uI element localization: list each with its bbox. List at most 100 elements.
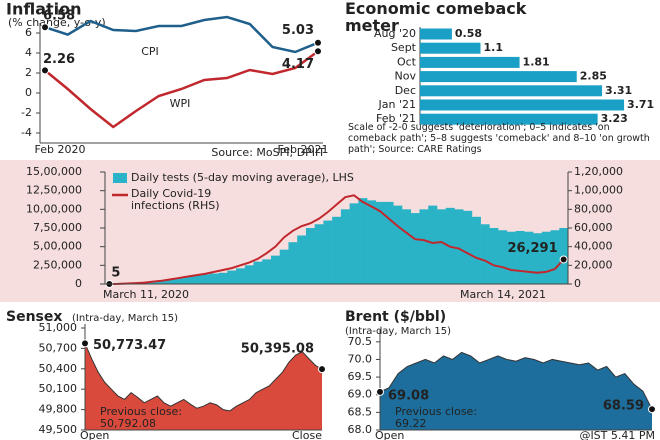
bar (420, 71, 577, 83)
y-tick-label: 49,500 (39, 423, 78, 436)
category-label: Feb '21 (376, 112, 416, 125)
legend-swatch (113, 173, 127, 183)
bar (471, 216, 481, 284)
bar (384, 201, 394, 284)
line (44, 50, 319, 129)
line (379, 351, 653, 410)
bar (166, 279, 176, 284)
legend-label: Daily tests (5-day moving average), LHS (131, 171, 354, 184)
bar (367, 200, 377, 284)
bar (314, 224, 324, 284)
chart-title: Brent ($/bbl) (345, 309, 446, 325)
bar (358, 198, 368, 284)
end-point (559, 255, 568, 264)
y-tick-label: 70.0 (348, 352, 373, 365)
value-label: 5 (111, 265, 120, 280)
y-tick-label: 5,00,000 (33, 240, 82, 253)
annotation: Previous close: (395, 405, 477, 418)
y-tick-label: 70.5 (348, 335, 373, 348)
annotation: 69.22 (395, 417, 427, 430)
bar (262, 259, 272, 284)
y-tick-label: 69.5 (348, 370, 373, 383)
bar (541, 231, 551, 284)
source: Source: MoSPI; DPIIT (211, 146, 325, 159)
category-label: Nov (395, 70, 417, 83)
bar (420, 42, 481, 54)
end-point (41, 66, 49, 75)
y-tick-label: 0 (574, 277, 581, 290)
y-tick-label: 68.0 (348, 423, 373, 436)
y-tick-label: 80,000 (574, 202, 613, 215)
end-point (648, 405, 656, 414)
bar (323, 220, 333, 284)
value-label: 69.08 (388, 388, 429, 403)
note: Scale of -2-0 suggests 'deterioration'; … (348, 122, 650, 155)
chart-title: Inflation (6, 0, 82, 19)
value-label: 50,773.47 (93, 338, 166, 353)
x-tick-label: Open (80, 429, 109, 440)
area (380, 352, 652, 430)
y-tick-label: 50,100 (39, 382, 78, 395)
end-point (318, 365, 326, 374)
bar (463, 210, 473, 284)
category-label: Sept (391, 41, 417, 54)
line (44, 15, 319, 54)
bar (297, 235, 307, 284)
bar (428, 205, 438, 284)
annotation: Previous close: (100, 405, 182, 418)
timestamp-note: @IST 5.41 PM (579, 429, 655, 440)
y-tick-label: 2 (25, 66, 32, 79)
value-label: 4.17 (282, 57, 314, 72)
category-label: Jan '21 (378, 98, 416, 111)
bar (410, 213, 420, 284)
y-tick-label: 2,50,000 (33, 258, 82, 271)
bar (524, 231, 534, 284)
bar (227, 270, 237, 284)
bar (244, 265, 254, 284)
y-tick-label: -2 (21, 106, 32, 119)
y-tick-label: 20,000 (574, 258, 613, 271)
x-tick-label: Open (375, 429, 404, 440)
bar (192, 275, 202, 284)
category-label: Dec (395, 84, 416, 97)
y-tick-label: 40,000 (574, 240, 613, 253)
x-tick-label: Feb 2020 (35, 143, 86, 156)
value-label: 26,291 (507, 241, 557, 256)
value-label: 68.59 (603, 399, 644, 414)
bar (533, 233, 543, 284)
x-tick-label: Close (292, 429, 322, 440)
value-label: 3.71 (627, 98, 654, 111)
y-tick-label: 69.0 (348, 388, 373, 401)
chart-subtitle: (Intra-day, March 15) (345, 326, 451, 337)
end-point (81, 339, 89, 348)
bar (419, 209, 429, 284)
x-tick-label: March 14, 2021 (460, 288, 546, 301)
y-tick-label: 0 (25, 86, 32, 99)
value-label: 6.58 (43, 9, 75, 24)
bar (550, 230, 560, 284)
y-tick-label: 1,20,000 (574, 165, 623, 178)
y-tick-label: 60,000 (574, 221, 613, 234)
value-label: 3.31 (605, 84, 632, 97)
line (109, 194, 565, 285)
bar (420, 99, 625, 111)
value-label: 1.81 (523, 55, 550, 68)
bar (148, 282, 158, 284)
series-label: CPI (141, 45, 159, 58)
y-tick-label: 10,00,000 (26, 202, 82, 215)
chart-subtitle: (Intra-day, March 15) (72, 313, 178, 324)
value-label: 5.03 (282, 23, 314, 38)
value-label: 2.26 (43, 52, 75, 67)
bar (420, 56, 520, 68)
bar (174, 278, 184, 284)
y-tick-label: 12,50,000 (26, 184, 82, 197)
x-tick-label: March 11, 2020 (103, 288, 189, 301)
y-tick-label: -4 (21, 126, 32, 139)
bar (279, 249, 289, 284)
end-point (314, 47, 322, 56)
bar (218, 272, 228, 284)
bar (236, 268, 246, 284)
y-tick-label: 68.5 (348, 405, 373, 418)
end-point (376, 387, 384, 396)
